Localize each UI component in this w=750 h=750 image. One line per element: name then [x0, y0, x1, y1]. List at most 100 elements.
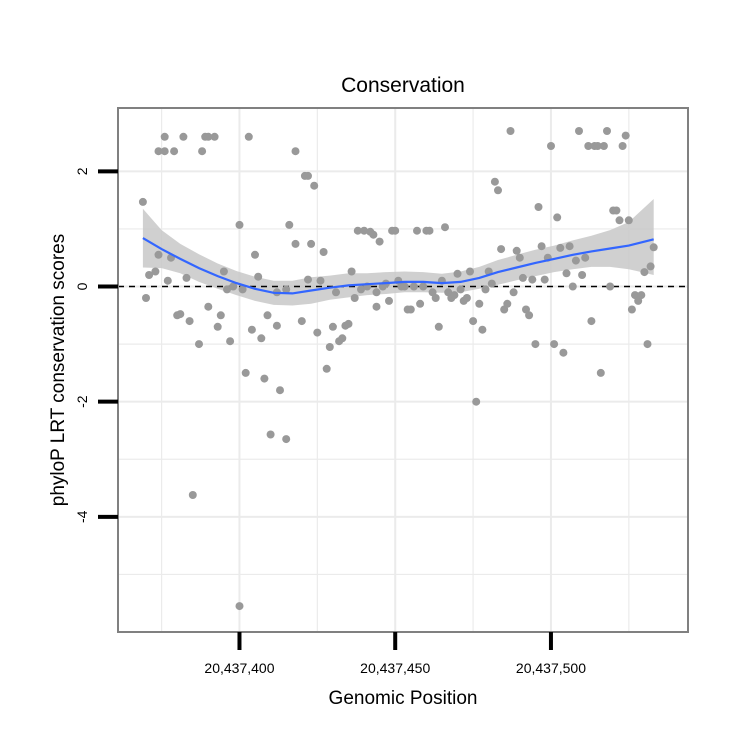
data-point: [571, 256, 580, 265]
data-point: [603, 127, 611, 135]
data-point: [291, 147, 300, 156]
y-tick-label: -4: [74, 510, 90, 523]
data-point: [154, 250, 163, 259]
data-point: [472, 397, 481, 406]
data-point: [596, 368, 605, 377]
data-point: [624, 216, 633, 225]
data-point: [494, 186, 502, 195]
data-point: [160, 147, 169, 156]
data-point: [226, 337, 235, 346]
data-point: [316, 276, 325, 285]
data-point: [391, 226, 400, 235]
data-point: [559, 348, 568, 357]
data-point: [568, 282, 577, 291]
data-point: [518, 273, 527, 282]
data-point: [621, 131, 630, 140]
data-point: [204, 132, 213, 141]
data-point: [276, 386, 284, 395]
data-point: [247, 325, 256, 334]
data-point: [350, 294, 359, 302]
data-point: [431, 294, 440, 302]
data-point: [328, 322, 337, 331]
x-tick-label: 20,437,400: [204, 660, 274, 676]
y-tick-label: 0: [74, 282, 90, 290]
data-point: [490, 177, 499, 186]
data-point: [353, 226, 362, 235]
data-point: [612, 206, 621, 215]
data-point: [646, 262, 655, 271]
data-point: [369, 230, 378, 239]
data-point: [643, 340, 652, 349]
data-point: [593, 142, 602, 150]
plot-frame: [117, 107, 689, 633]
data-point: [213, 322, 222, 331]
data-point: [637, 291, 646, 300]
data-point: [151, 267, 160, 276]
confidence-band: [142, 199, 654, 306]
data-point: [254, 272, 263, 281]
data-point: [553, 213, 562, 222]
y-axis-ticks: 2 0 -2 -4: [74, 167, 118, 523]
data-point: [503, 299, 512, 308]
data-point: [179, 132, 188, 141]
data-point: [307, 239, 316, 248]
data-point: [138, 197, 147, 206]
data-point: [322, 364, 331, 373]
data-point: [188, 491, 197, 499]
data-point: [497, 245, 506, 254]
data-point: [540, 275, 549, 284]
data-point: [241, 368, 250, 377]
data-point: [360, 226, 369, 235]
gridlines: [118, 108, 688, 632]
data-point: [525, 311, 534, 320]
data-point: [509, 288, 518, 297]
x-tick-label: 20,437,450: [360, 660, 430, 676]
data-point: [649, 243, 658, 252]
data-point: [304, 171, 312, 180]
data-point: [419, 282, 428, 291]
data-point: [204, 302, 213, 311]
data-point: [195, 340, 203, 349]
data-point: [640, 268, 649, 277]
y-tick-label: 2: [74, 167, 90, 175]
data-point: [406, 305, 415, 314]
x-tick-label: 20,437,500: [516, 660, 586, 676]
smooth-line: [142, 237, 654, 295]
data-point: [478, 325, 487, 334]
x-axis-ticks: 20,437,400 20,437,450 20,437,500: [204, 632, 586, 676]
data-point: [475, 299, 484, 308]
data-point: [581, 253, 590, 262]
data-point: [487, 279, 496, 288]
data-point: [528, 275, 537, 284]
data-point: [235, 220, 244, 229]
data-point: [466, 267, 474, 276]
data-point: [319, 248, 328, 256]
data-point: [325, 343, 334, 351]
data-point: [219, 267, 228, 276]
data-point: [285, 220, 294, 229]
data-point: [282, 285, 291, 294]
data-point: [185, 317, 194, 326]
data-point: [506, 127, 515, 135]
data-point: [385, 296, 393, 305]
data-point: [176, 310, 185, 319]
data-point: [375, 237, 384, 246]
data-point: [627, 305, 636, 314]
y-tick-label: -2: [74, 395, 90, 408]
data-point: [441, 223, 449, 232]
data-point: [216, 311, 225, 320]
data-point: [251, 250, 259, 259]
data-points: [138, 127, 658, 611]
x-axis-label: Genomic Position: [329, 688, 478, 709]
data-point: [210, 132, 219, 141]
data-point: [297, 317, 306, 326]
confidence-band-area: [142, 199, 654, 306]
data-point: [282, 435, 291, 444]
data-point: [606, 282, 615, 291]
data-point: [515, 253, 524, 262]
data-point: [182, 273, 191, 282]
data-point: [453, 269, 462, 278]
data-point: [469, 317, 478, 326]
data-point: [260, 374, 269, 383]
